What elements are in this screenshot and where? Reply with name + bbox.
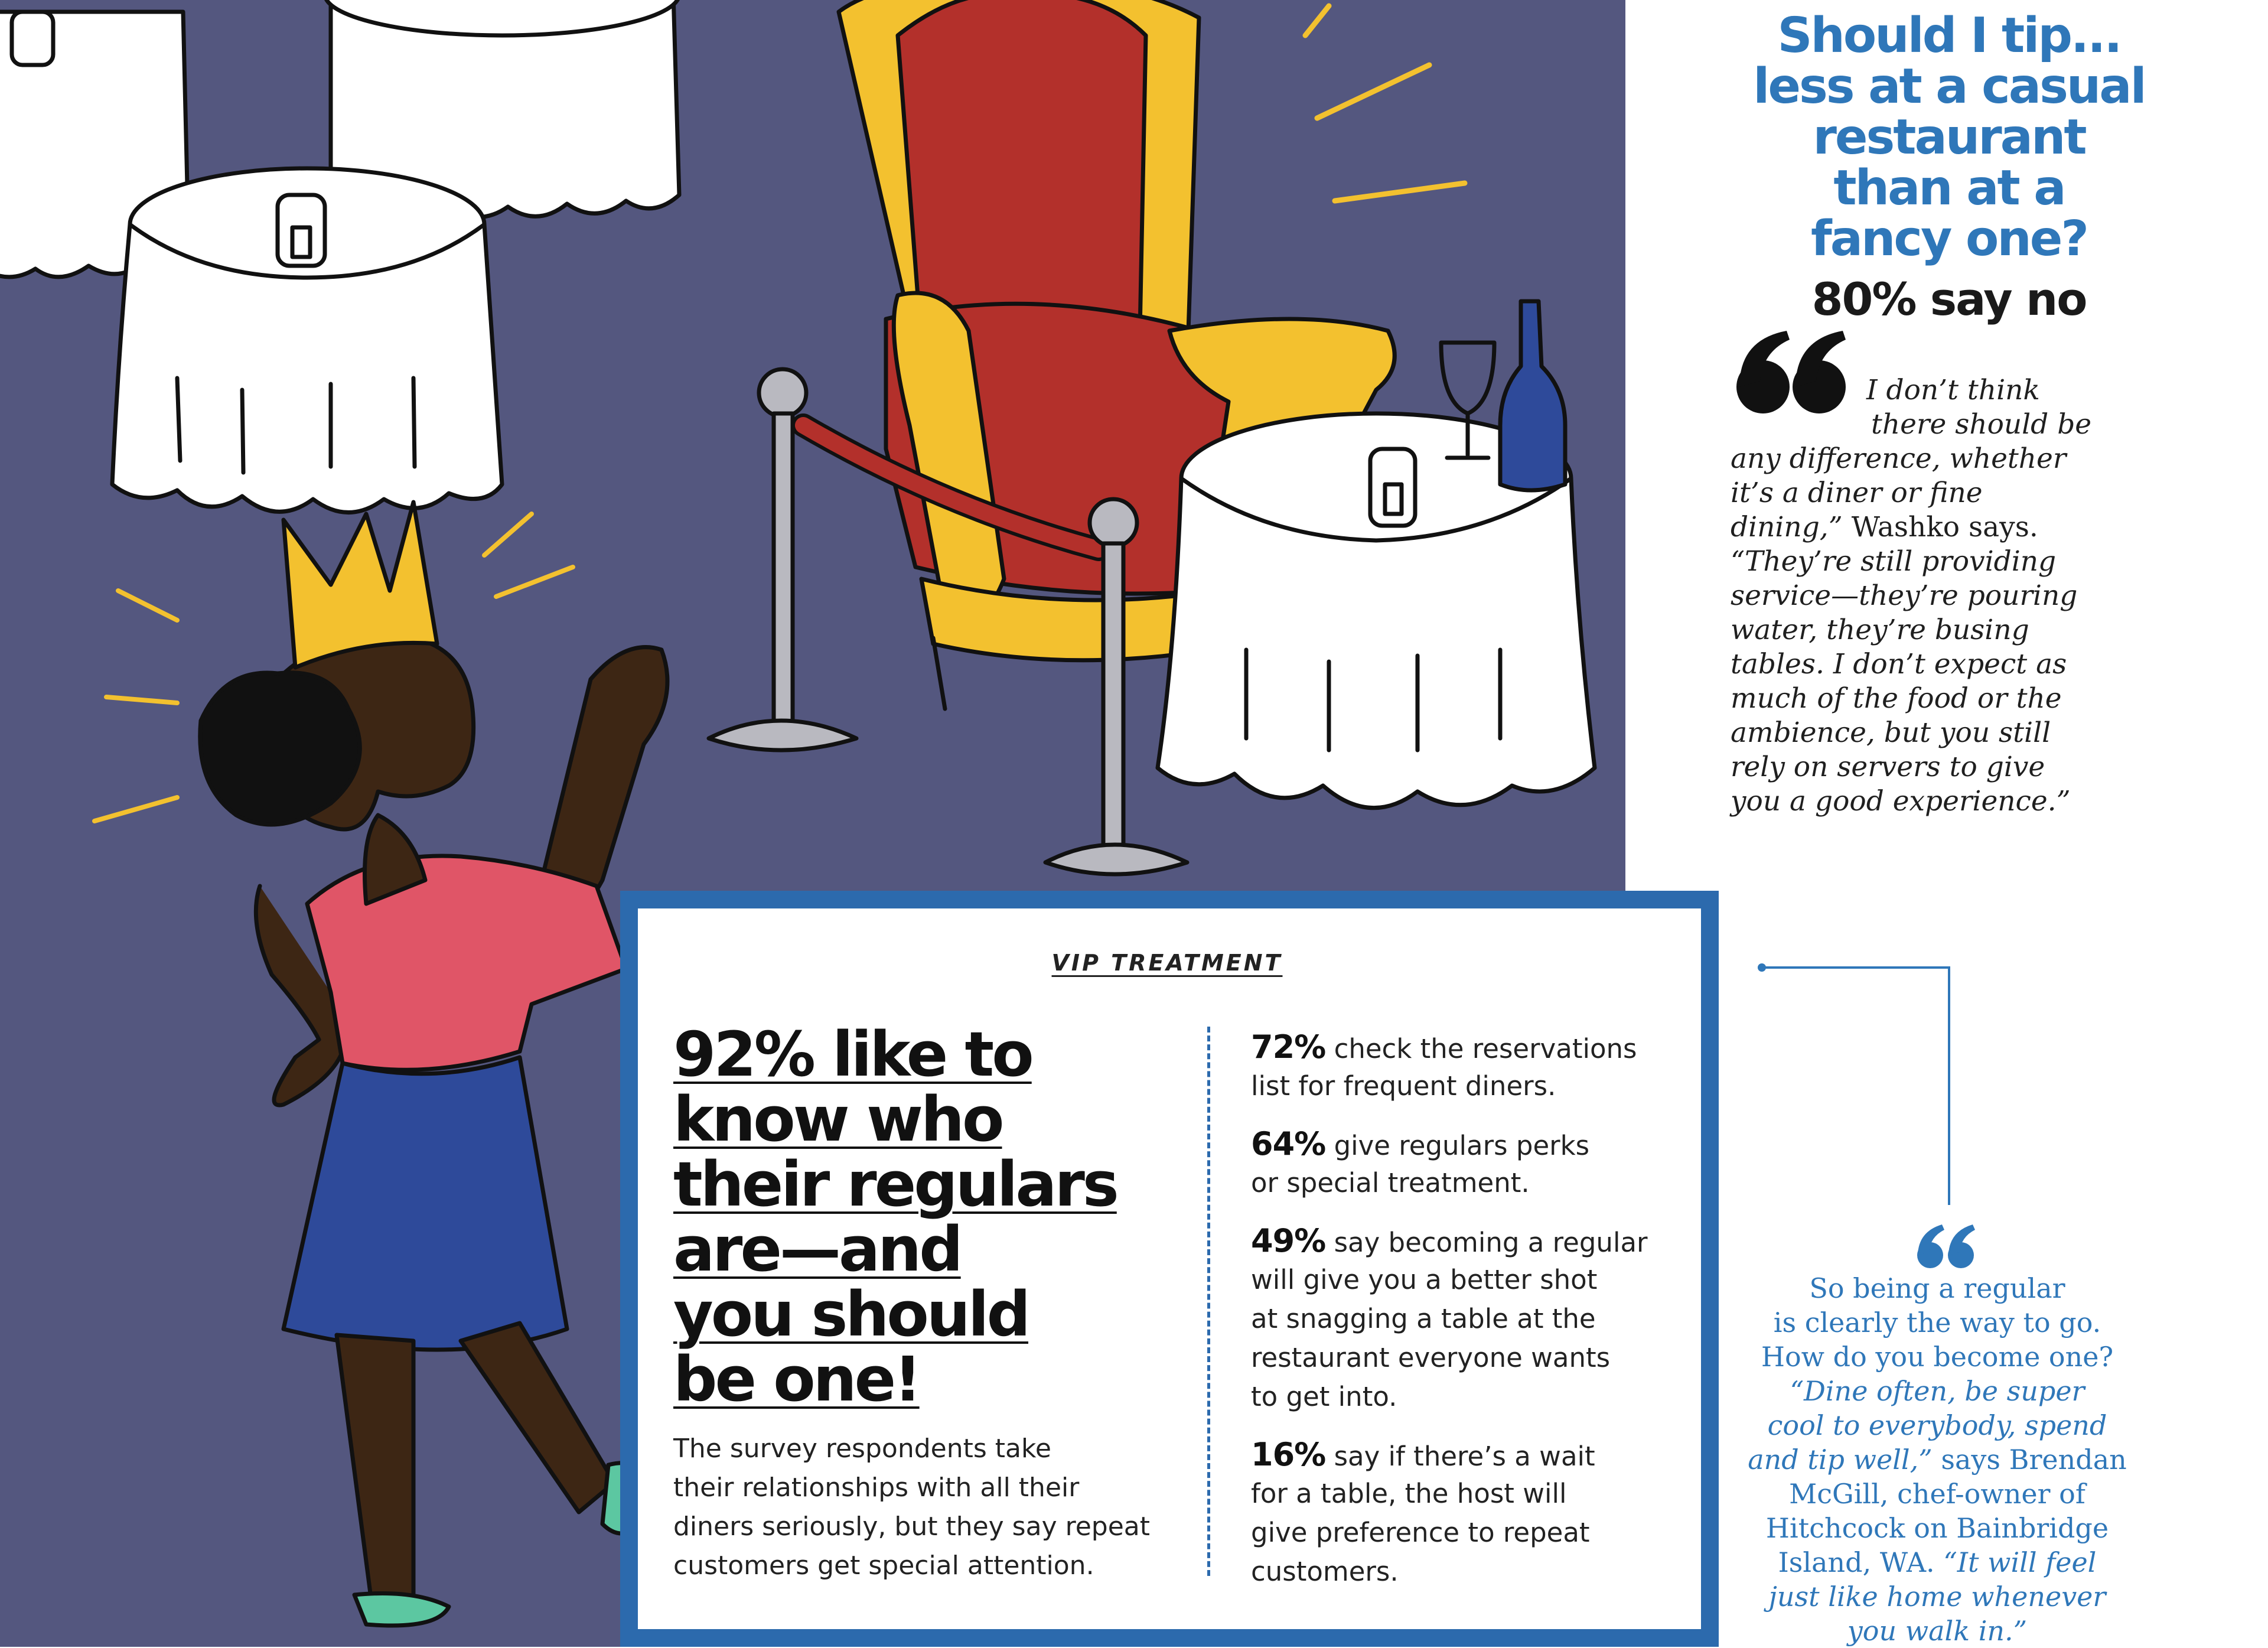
wine-glass-icon xyxy=(1439,340,1497,460)
headline-line: 92% like to xyxy=(673,1018,1034,1090)
headline-line: you should xyxy=(673,1278,1031,1350)
body-line: diners seriously, but they say repeat xyxy=(673,1512,1150,1542)
headline-line: know who xyxy=(673,1083,1005,1155)
woman-figure xyxy=(198,500,670,1628)
stat-line: at snagging a table at the xyxy=(1251,1303,1596,1334)
stat-line: to get into. xyxy=(1251,1381,1397,1412)
headline-line: their regulars xyxy=(673,1148,1119,1220)
headline-line: be one! xyxy=(673,1343,922,1415)
stat-line: restaurant everyone wants xyxy=(1251,1342,1611,1373)
tip-stat: 80% say no xyxy=(1811,273,2088,325)
stat-line: list for frequent diners. xyxy=(1251,1070,1556,1102)
restaurant-illustration xyxy=(0,0,1597,1628)
stat-72: 72% check the reservations xyxy=(1251,1028,1637,1066)
tip-heading-line: fancy one? xyxy=(1811,211,2089,267)
quote-line: water, they’re busing xyxy=(1731,614,2029,646)
table-top-middle xyxy=(324,0,682,219)
candle-icon xyxy=(1368,447,1418,528)
quote-line: “They’re still providing xyxy=(1731,545,2057,578)
candle-icon xyxy=(9,9,56,67)
dashed-divider xyxy=(1207,1027,1210,1576)
quote-line: any difference, whether xyxy=(1731,442,2067,475)
quote-line: there should be xyxy=(1871,408,2092,441)
stat-64: 64% give regulars perks xyxy=(1251,1125,1590,1162)
quote-mark-icon xyxy=(1736,331,1846,413)
quote-line: So being a regular xyxy=(1809,1272,2065,1304)
quote-line: you walk in.” xyxy=(1847,1615,2028,1647)
headline-line: are—and xyxy=(673,1213,963,1285)
crown-shine xyxy=(92,512,575,823)
quote-line: Island, WA. “It will feel xyxy=(1778,1546,2097,1578)
quote-line: just like home whenever xyxy=(1768,1581,2106,1613)
stat-line: will give you a better shot xyxy=(1251,1264,1598,1295)
stat-line: or special treatment. xyxy=(1251,1167,1530,1198)
candle-icon xyxy=(275,193,327,268)
body-line: The survey respondents take xyxy=(673,1434,1051,1464)
vip-section-label: VIP TREATMENT xyxy=(1051,950,1283,976)
quote-line: How do you become one? xyxy=(1761,1341,2114,1373)
quote-line: McGill, chef-owner of xyxy=(1789,1478,2085,1510)
quote-line: and tip well,” says Brendan xyxy=(1748,1444,2127,1476)
body-line: customers get special attention. xyxy=(673,1551,1094,1581)
quote-line: “Dine often, be super xyxy=(1790,1375,2085,1407)
quote-line: is clearly the way to go. xyxy=(1773,1307,2101,1338)
quote-line: much of the food or the xyxy=(1731,682,2062,715)
stat-line: customers. xyxy=(1251,1556,1399,1587)
quote-line: dining,” Washko says. xyxy=(1731,511,2038,543)
quote-line: it’s a diner or fine xyxy=(1731,477,1983,509)
quote-line: ambience, but you still xyxy=(1731,716,2051,749)
vip-box xyxy=(638,908,1701,1629)
tip-heading-line: less at a casual xyxy=(1753,58,2146,115)
tip-heading-line: than at a xyxy=(1833,160,2066,216)
quote-mark-icon xyxy=(1917,1224,1975,1268)
quote-line: I don’t think xyxy=(1866,374,2040,406)
crown-icon xyxy=(281,500,439,670)
tip-heading-line: restaurant xyxy=(1813,109,2087,165)
stanchion-left xyxy=(706,367,859,753)
quote-line: cool to everybody, spend xyxy=(1767,1409,2107,1441)
stat-line: for a table, the host will xyxy=(1251,1478,1567,1509)
quote-line: you a good experience.” xyxy=(1731,785,2071,818)
quote-line: Hitchcock on Bainbridge xyxy=(1765,1512,2109,1544)
stanchion-right xyxy=(1043,497,1190,877)
table-left xyxy=(110,166,504,514)
stat-line: give preference to repeat xyxy=(1251,1517,1590,1548)
wine-bottle-icon xyxy=(1498,299,1568,493)
tip-heading-line: Should I tip... xyxy=(1777,8,2122,64)
quote-line: tables. I don’t expect as xyxy=(1731,648,2067,680)
stat-16: 16% say if there’s a wait xyxy=(1251,1436,1595,1473)
throne-shine xyxy=(1302,3,1468,204)
quote-line: service—they’re pouring xyxy=(1731,579,2078,612)
stat-49: 49% say becoming a regular xyxy=(1251,1222,1648,1259)
velvet-rope xyxy=(791,413,1110,561)
quote-line: rely on servers to give xyxy=(1731,751,2045,783)
callout-connector xyxy=(1758,963,1950,1205)
body-line: their relationships with all their xyxy=(673,1473,1080,1503)
tip-question-heading: Should I tip... less at a casual restaur… xyxy=(1695,11,2203,265)
